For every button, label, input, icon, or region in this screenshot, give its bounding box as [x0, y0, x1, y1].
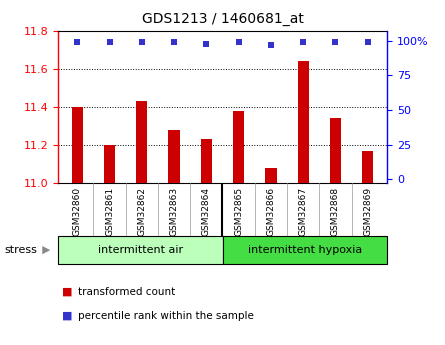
Text: GSM32865: GSM32865 — [234, 187, 243, 236]
Text: stress: stress — [4, 245, 37, 255]
Bar — [136, 101, 147, 183]
Bar — [233, 111, 244, 183]
Text: GSM32862: GSM32862 — [138, 187, 146, 236]
Bar — [168, 130, 180, 183]
Text: percentile rank within the sample: percentile rank within the sample — [78, 311, 254, 321]
Text: GSM32864: GSM32864 — [202, 187, 211, 236]
Text: GSM32860: GSM32860 — [73, 187, 82, 236]
Bar — [265, 168, 277, 183]
Text: GSM32863: GSM32863 — [170, 187, 178, 236]
Text: GSM32867: GSM32867 — [299, 187, 307, 236]
Text: intermittent air: intermittent air — [97, 245, 183, 255]
Text: intermittent hypoxia: intermittent hypoxia — [248, 245, 362, 255]
Bar — [362, 150, 373, 183]
Bar — [201, 139, 212, 183]
Text: ■: ■ — [62, 287, 73, 296]
Bar — [104, 145, 115, 183]
Text: GSM32861: GSM32861 — [105, 187, 114, 236]
Text: GDS1213 / 1460681_at: GDS1213 / 1460681_at — [142, 12, 303, 26]
Text: ■: ■ — [62, 311, 73, 321]
Text: GSM32869: GSM32869 — [363, 187, 372, 236]
Bar — [72, 107, 83, 183]
Text: GSM32868: GSM32868 — [331, 187, 340, 236]
Text: GSM32866: GSM32866 — [267, 187, 275, 236]
Bar — [330, 118, 341, 183]
Text: transformed count: transformed count — [78, 287, 175, 296]
Bar — [298, 61, 309, 183]
